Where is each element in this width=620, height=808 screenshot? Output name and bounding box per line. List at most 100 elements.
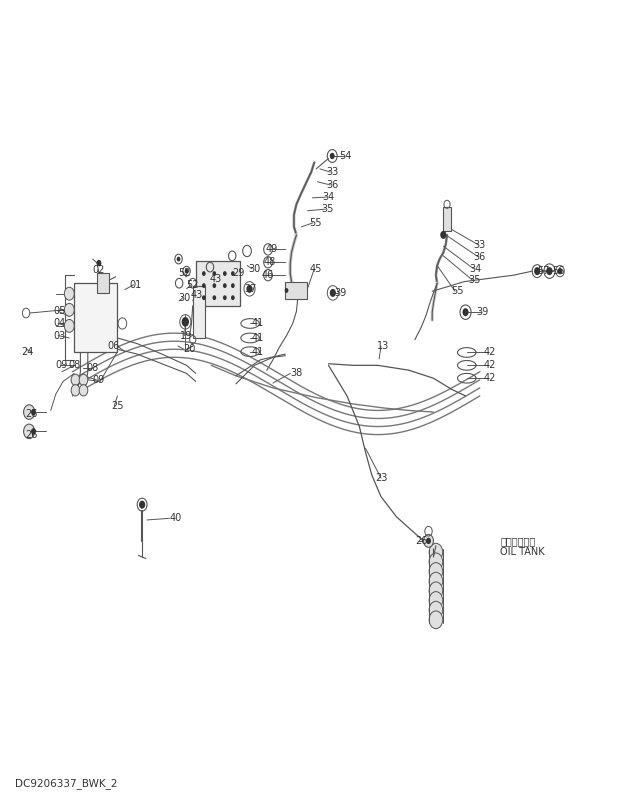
Text: 26: 26: [415, 536, 427, 546]
Text: 35: 35: [321, 204, 334, 214]
Circle shape: [223, 295, 227, 300]
Text: 33: 33: [474, 239, 486, 250]
Text: 05: 05: [54, 306, 66, 317]
Circle shape: [202, 284, 206, 288]
Circle shape: [534, 267, 540, 276]
Text: 01: 01: [130, 280, 142, 290]
Circle shape: [330, 153, 335, 159]
Text: 41: 41: [251, 318, 264, 329]
Circle shape: [463, 308, 469, 316]
Bar: [74, 284, 117, 351]
Text: 56: 56: [552, 266, 565, 276]
Text: 26: 26: [25, 409, 37, 419]
Text: 41: 41: [251, 333, 264, 343]
Circle shape: [546, 267, 552, 276]
Text: 06: 06: [107, 341, 120, 351]
Text: 48: 48: [264, 257, 276, 267]
Bar: [97, 273, 109, 292]
Text: 55: 55: [309, 218, 321, 228]
Text: 43: 43: [191, 290, 203, 301]
Text: 39: 39: [335, 288, 347, 298]
Text: 34: 34: [322, 192, 335, 202]
Text: 57: 57: [537, 266, 550, 276]
Text: 42: 42: [484, 360, 497, 370]
Circle shape: [64, 303, 74, 316]
Text: 42: 42: [484, 347, 497, 357]
Circle shape: [330, 288, 336, 297]
Text: 45: 45: [310, 263, 322, 274]
Circle shape: [79, 385, 88, 396]
Text: 25: 25: [111, 401, 124, 410]
Circle shape: [429, 611, 443, 629]
Circle shape: [31, 428, 36, 435]
Text: 38: 38: [290, 368, 303, 378]
Text: 24: 24: [21, 347, 33, 356]
Text: 30: 30: [248, 263, 260, 274]
Circle shape: [246, 285, 252, 292]
Text: 36: 36: [326, 180, 339, 190]
Circle shape: [429, 572, 443, 590]
Text: 02: 02: [93, 264, 105, 275]
Circle shape: [231, 284, 235, 288]
Circle shape: [429, 591, 443, 609]
Text: 55: 55: [451, 286, 463, 297]
Circle shape: [285, 288, 288, 292]
Text: 26: 26: [25, 430, 37, 440]
Text: 20: 20: [183, 344, 195, 354]
Circle shape: [64, 319, 74, 332]
Circle shape: [24, 424, 35, 439]
Bar: [443, 207, 451, 231]
Circle shape: [429, 553, 443, 570]
Circle shape: [429, 543, 443, 561]
Text: 08: 08: [68, 360, 81, 370]
Circle shape: [185, 269, 188, 274]
Circle shape: [71, 374, 80, 385]
Text: OIL TANK: OIL TANK: [500, 547, 545, 558]
Text: 23: 23: [375, 473, 387, 483]
Text: 37: 37: [244, 284, 257, 294]
Circle shape: [429, 601, 443, 619]
Circle shape: [213, 271, 216, 276]
Text: 04: 04: [54, 318, 66, 329]
Text: 03: 03: [54, 330, 66, 340]
Circle shape: [213, 284, 216, 288]
Circle shape: [24, 405, 35, 419]
Text: 34: 34: [469, 263, 482, 274]
Text: オイルタンク: オイルタンク: [500, 536, 535, 546]
Circle shape: [79, 374, 88, 385]
Circle shape: [202, 295, 206, 300]
Circle shape: [223, 271, 227, 276]
Text: 36: 36: [474, 251, 486, 262]
Circle shape: [177, 257, 180, 262]
Text: 41: 41: [251, 347, 264, 356]
Circle shape: [71, 385, 80, 396]
Text: 43: 43: [210, 274, 222, 284]
Text: 29: 29: [232, 267, 245, 278]
Text: 52: 52: [178, 267, 190, 278]
Bar: [285, 282, 307, 299]
Text: 09: 09: [93, 375, 105, 385]
Circle shape: [97, 260, 102, 267]
Circle shape: [429, 562, 443, 580]
Circle shape: [423, 534, 433, 547]
Text: 46: 46: [262, 270, 274, 280]
Circle shape: [231, 295, 235, 300]
Circle shape: [440, 231, 446, 239]
Text: 19: 19: [180, 330, 193, 340]
Circle shape: [429, 582, 443, 600]
Circle shape: [139, 501, 145, 509]
Text: 52: 52: [187, 280, 199, 290]
Text: DC9206337_BWK_2: DC9206337_BWK_2: [15, 778, 117, 789]
Circle shape: [31, 409, 36, 415]
Text: 39: 39: [477, 307, 489, 318]
Text: 35: 35: [468, 275, 481, 285]
Text: 13: 13: [377, 341, 389, 351]
Circle shape: [64, 287, 74, 300]
Text: 09: 09: [56, 360, 68, 370]
Circle shape: [213, 295, 216, 300]
Circle shape: [202, 271, 206, 276]
Text: 30: 30: [179, 292, 191, 303]
Text: 49: 49: [265, 244, 278, 255]
Bar: [193, 286, 205, 338]
Circle shape: [223, 284, 227, 288]
